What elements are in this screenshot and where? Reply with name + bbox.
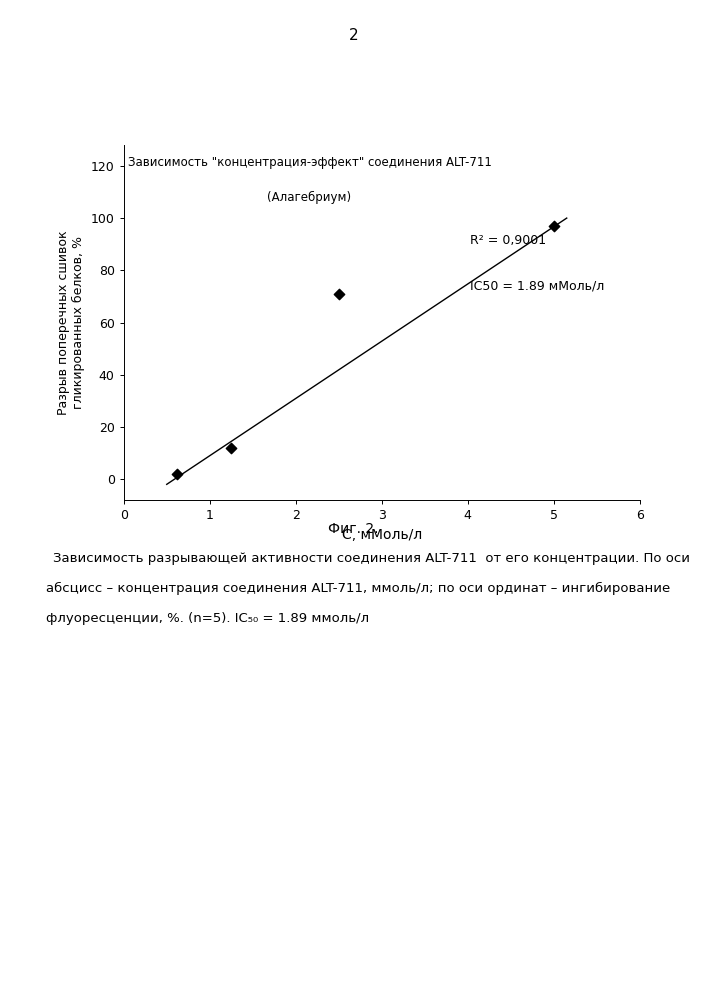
- Text: 2: 2: [349, 28, 358, 43]
- Point: [333, 286, 344, 302]
- Text: (Алагебриум): (Алагебриум): [267, 191, 351, 204]
- Point: [226, 440, 237, 456]
- Text: флуоресценции, %. (n=5). IC₅₀ = 1.89 ммоль/л: флуоресценции, %. (n=5). IC₅₀ = 1.89 ммо…: [46, 612, 369, 625]
- Text: IC50 = 1.89 мМоль/л: IC50 = 1.89 мМоль/л: [469, 280, 604, 293]
- Point: [172, 466, 183, 482]
- Text: абсцисс – концентрация соединения ALT-711, ммоль/л; по оси ординат – ингибирован: абсцисс – концентрация соединения ALT-71…: [46, 582, 670, 595]
- Text: Зависимость разрывающей активности соединения ALT-711  от его концентрации. По о: Зависимость разрывающей активности соеди…: [53, 552, 690, 565]
- Text: R² = 0,9001: R² = 0,9001: [469, 234, 546, 247]
- X-axis label: С, мМоль/л: С, мМоль/л: [341, 528, 422, 542]
- Text: Зависимость "концентрация-эффект" соединения ALT-711: Зависимость "концентрация-эффект" соедин…: [127, 156, 491, 169]
- Y-axis label: Разрыв поперечных сшивок
гликированных белков, %: Разрыв поперечных сшивок гликированных б…: [57, 230, 86, 415]
- Point: [548, 218, 559, 234]
- Text: Фиг. 2.: Фиг. 2.: [328, 522, 379, 536]
